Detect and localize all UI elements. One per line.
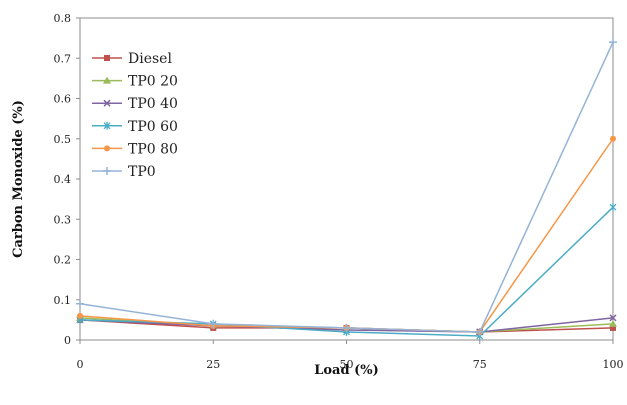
y-tick-label: 0.6 xyxy=(54,93,72,106)
data-point xyxy=(609,38,617,47)
data-point xyxy=(609,319,617,327)
legend-item-tp0-40: TP0 40 xyxy=(92,96,178,112)
y-axis-ticks: 0 0.1 0.2 0.3 0.4 0.5 0.6 0.7 0.8 xyxy=(54,12,80,347)
y-tick-label: 0.8 xyxy=(54,12,72,25)
legend-item-tp0-80: TP0 80 xyxy=(92,141,178,157)
legend-label: TP0 xyxy=(128,164,156,180)
x-tick-label: 50 xyxy=(340,358,354,371)
series-line xyxy=(79,138,614,333)
data-point xyxy=(609,203,617,212)
data-point xyxy=(76,299,84,308)
x-axis-ticks: 0 25 50 75 100 xyxy=(77,340,624,371)
y-tick-label: 0.5 xyxy=(54,133,72,146)
x-tick-label: 75 xyxy=(473,358,487,371)
legend-label: TP0 60 xyxy=(128,119,178,135)
data-point xyxy=(103,167,111,175)
data-point xyxy=(103,76,111,84)
data-point xyxy=(209,319,218,328)
data-point xyxy=(77,312,83,319)
x-tick-label: 0 xyxy=(77,358,84,371)
data-point xyxy=(104,145,110,152)
x-axis-title: Load (%) xyxy=(314,363,379,378)
data-point xyxy=(104,55,110,61)
y-tick-label: 0.4 xyxy=(54,173,72,186)
y-tick-label: 0.2 xyxy=(54,254,72,267)
data-point xyxy=(609,314,617,322)
legend: Diesel TP0 20 TP0 40 TP0 60 TP0 80 TP0 xyxy=(92,51,178,180)
legend-label: Diesel xyxy=(128,51,172,67)
data-point xyxy=(103,121,111,130)
y-tick-label: 0.3 xyxy=(54,213,72,226)
series-tp0 xyxy=(76,38,617,336)
y-axis-title: Carbon Monoxide (%) xyxy=(11,100,26,258)
data-point xyxy=(610,324,616,331)
series-tp0-60 xyxy=(76,203,617,340)
legend-item-tp0: TP0 xyxy=(92,164,156,180)
y-tick-label: 0 xyxy=(64,334,71,347)
y-tick-label: 0.7 xyxy=(54,52,72,65)
x-tick-label: 25 xyxy=(206,358,220,371)
series-tp0-80 xyxy=(77,135,616,335)
data-point xyxy=(103,99,111,107)
legend-item-tp0-60: TP0 60 xyxy=(92,119,178,135)
legend-label: TP0 20 xyxy=(128,74,178,90)
legend-item-tp0-20: TP0 20 xyxy=(92,74,178,90)
series-layer xyxy=(76,38,617,340)
legend-item-diesel: Diesel xyxy=(92,51,172,67)
legend-label: TP0 40 xyxy=(128,96,178,112)
series-line xyxy=(79,206,614,337)
y-tick-label: 0.1 xyxy=(54,294,72,307)
data-point xyxy=(475,327,484,336)
data-point xyxy=(342,323,351,332)
legend-label: TP0 80 xyxy=(128,141,178,157)
data-point xyxy=(610,135,616,142)
x-tick-label: 100 xyxy=(603,358,624,371)
